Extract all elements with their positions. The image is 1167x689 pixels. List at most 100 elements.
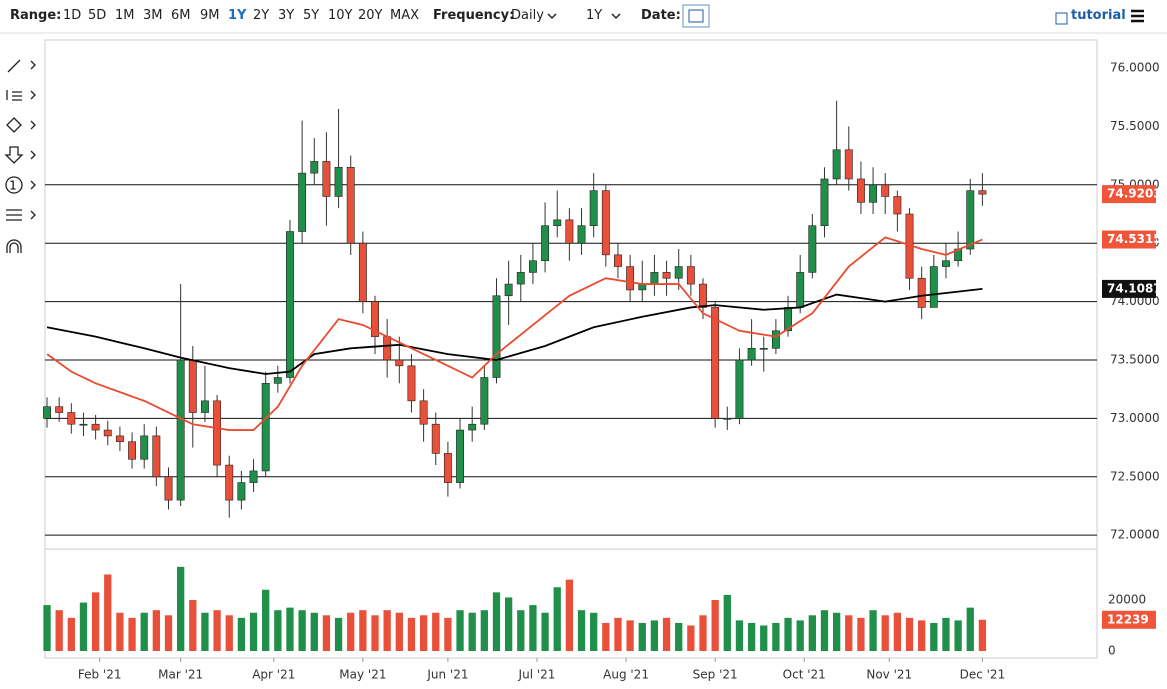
volume-bar	[432, 612, 440, 651]
volume-bar	[104, 574, 112, 651]
volume-bar	[772, 622, 780, 651]
candle-body	[419, 400, 428, 425]
y-tick-label: 73.0000	[1110, 411, 1160, 425]
range-button[interactable]: 3M	[143, 8, 163, 23]
candle-body	[395, 359, 404, 367]
candle-body	[225, 464, 234, 501]
volume-tick-label: 20000	[1108, 592, 1146, 606]
candle-body	[358, 242, 367, 302]
volume-bar	[201, 612, 209, 651]
volume-bar	[152, 610, 160, 651]
range-button[interactable]: 10Y	[328, 8, 353, 23]
volume-bar	[419, 615, 428, 651]
dropdown-caret	[611, 13, 621, 20]
range-button[interactable]: 3Y	[278, 8, 295, 23]
volume-bar	[954, 620, 962, 651]
volume-bar	[796, 620, 804, 651]
volume-bar	[845, 615, 853, 651]
volume-bar	[67, 617, 75, 651]
range-button[interactable]: 6M	[171, 8, 191, 23]
candle-body	[103, 429, 112, 437]
volume-bar	[638, 622, 646, 651]
candle-body	[528, 260, 537, 273]
candle-body	[164, 476, 173, 501]
moving-average	[46, 288, 983, 375]
range-button[interactable]: 5Y	[303, 8, 320, 23]
y-tick-label: 72.5000	[1110, 469, 1160, 483]
volume-bar	[565, 579, 574, 651]
candle-body	[929, 266, 938, 308]
volume-bar	[249, 612, 258, 651]
range-button[interactable]: 9M	[200, 8, 220, 23]
volume-bar	[140, 612, 148, 651]
volume-bar	[444, 617, 452, 651]
x-tick-label: Jun '21	[426, 668, 468, 682]
candle-body	[844, 149, 853, 180]
candle-body	[917, 277, 926, 308]
draw-tools[interactable]	[4, 59, 36, 253]
volume-bar	[310, 612, 318, 651]
range-label: Range:	[10, 8, 62, 23]
candle-body	[942, 260, 950, 267]
candle-body	[601, 190, 610, 256]
candle-body	[346, 166, 355, 244]
volume-bar	[614, 617, 622, 651]
y-tick-label: 75.5000	[1110, 119, 1160, 133]
candle-body	[808, 225, 817, 273]
value-badge-label: 12239	[1107, 612, 1149, 626]
range-button[interactable]: 2Y	[253, 8, 270, 23]
menu-icon	[1131, 9, 1144, 23]
volume-bar	[784, 617, 792, 651]
candle-body	[565, 219, 574, 244]
volume-bar	[177, 566, 185, 651]
candle-body	[286, 231, 294, 378]
candle-body	[383, 336, 392, 361]
x-tick-label: May '21	[339, 668, 386, 682]
calendar-button[interactable]	[682, 4, 710, 28]
volume-bar	[468, 612, 476, 651]
candle-body	[201, 400, 209, 413]
candle-body	[492, 295, 501, 378]
range-button[interactable]: MAX	[390, 8, 420, 23]
value-badge	[1102, 610, 1156, 629]
candle-body	[115, 435, 124, 443]
range-button[interactable]: 5D	[88, 8, 107, 23]
volume-bar	[164, 615, 173, 651]
frequency-select[interactable]: Daily	[511, 8, 544, 23]
volume-bar	[723, 594, 731, 651]
value-badge	[1102, 185, 1156, 204]
range-button[interactable]: 1M	[115, 8, 135, 23]
volume-bar	[869, 610, 877, 651]
tutorial-link[interactable]: tutorial	[1071, 8, 1126, 23]
period-select[interactable]: 1Y	[586, 8, 603, 23]
value-badge-label: 74.1087	[1107, 281, 1162, 295]
value-badge	[1102, 279, 1156, 298]
candle-body	[747, 348, 756, 361]
range-button[interactable]: 20Y	[358, 8, 383, 23]
candle-body	[480, 377, 489, 425]
volume-bar	[395, 612, 403, 651]
candle-body	[237, 482, 246, 501]
volume-bar	[978, 619, 987, 651]
date-label: Date:	[641, 8, 681, 23]
volume-bar	[128, 617, 136, 651]
y-tick-label: 73.5000	[1110, 352, 1160, 366]
candle-body	[407, 365, 416, 402]
volume-bar	[407, 617, 416, 651]
volume-bar	[905, 617, 914, 651]
range-button[interactable]: 1D	[63, 8, 82, 23]
range-button[interactable]: 1Y	[228, 8, 247, 23]
candle-body	[711, 307, 720, 419]
candle-body	[443, 453, 452, 483]
volume-bar	[286, 607, 294, 651]
candle-body	[128, 441, 137, 460]
volume-bar	[626, 620, 634, 651]
volume-bar	[711, 599, 719, 651]
volume-bar	[237, 617, 246, 651]
candle-body	[298, 172, 307, 232]
x-tick-label: Feb '21	[78, 668, 122, 682]
volume-bar	[541, 612, 549, 651]
volume-bar	[553, 587, 561, 651]
volume-bar	[262, 589, 270, 651]
